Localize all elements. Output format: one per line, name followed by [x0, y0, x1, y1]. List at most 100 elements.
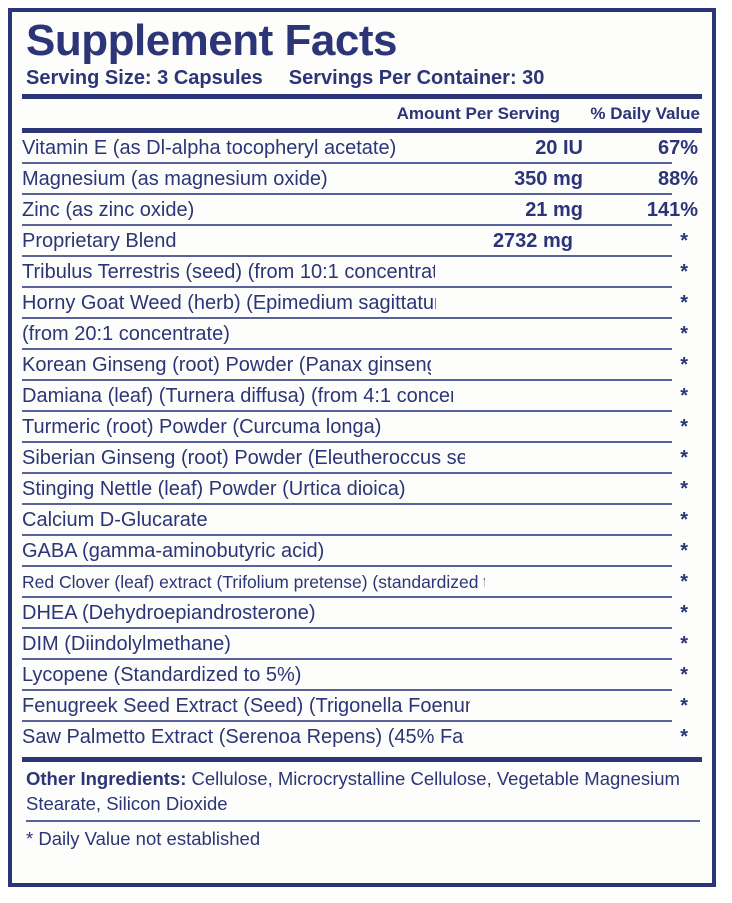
ingredient-name: Korean Ginseng (root) Powder (Panax gins…	[22, 354, 432, 376]
row-divider	[22, 503, 672, 505]
row-divider	[22, 317, 672, 319]
table-row: Turmeric (root) Powder (Curcuma longa) *	[22, 412, 702, 443]
ingredient-amount: 350 mg	[514, 168, 583, 190]
row-divider	[22, 255, 672, 257]
table-row: Vitamin E (as Dl-alpha tocopheryl acetat…	[22, 133, 702, 164]
serving-info: Serving Size: 3 Capsules Servings Per Co…	[26, 66, 702, 90]
table-row: Saw Palmetto Extract (Serenoa Repens) (4…	[22, 722, 702, 753]
amount-per-serving-header: Amount Per Serving	[396, 104, 560, 123]
ingredient-name: Magnesium (as magnesium oxide)	[22, 168, 328, 190]
table-row: Proprietary Blend 2732 mg *	[22, 226, 702, 257]
ingredient-name: Zinc (as zinc oxide)	[22, 199, 195, 221]
column-headers: Amount Per Serving % Daily Value	[22, 99, 702, 124]
ingredient-name: Vitamin E (as Dl-alpha tocopheryl acetat…	[22, 137, 397, 159]
ingredient-name: GABA (gamma-aminobutyric acid)	[22, 540, 325, 562]
ingredient-name: Damiana (leaf) (Turnera diffusa) (from 4…	[22, 385, 453, 407]
daily-value-asterisk: *	[680, 509, 688, 531]
other-ingredients-label: Other Ingredients:	[26, 768, 187, 789]
row-divider	[22, 410, 672, 412]
footer: Other Ingredients: Cellulose, Microcryst…	[22, 762, 702, 851]
ingredient-daily-value: 88%	[657, 168, 698, 190]
ingredient-daily-value: 141%	[646, 199, 698, 221]
table-row: Damiana (leaf) (Turnera diffusa) (from 4…	[22, 381, 702, 412]
daily-value-asterisk: *	[680, 354, 688, 376]
ingredient-name: Turmeric (root) Powder (Curcuma longa)	[22, 416, 382, 438]
daily-value-asterisk: *	[680, 385, 688, 407]
divider-table-top	[22, 128, 702, 133]
daily-value-asterisk: *	[680, 478, 688, 500]
daily-value-note: * Daily Value not established	[26, 828, 261, 849]
table-row: Zinc (as zinc oxide) 21 mg 141%	[22, 195, 702, 226]
table-row: (from 20:1 concentrate) *	[22, 319, 702, 350]
row-divider	[22, 565, 672, 567]
other-ingredients: Other Ingredients: Cellulose, Microcryst…	[26, 766, 700, 816]
divider-table-bottom	[22, 757, 702, 762]
daily-value-asterisk: *	[680, 540, 688, 562]
table-row: Lycopene (Standardized to 5%) *	[22, 660, 702, 691]
daily-value-asterisk: *	[680, 447, 688, 469]
daily-value-asterisk: *	[680, 602, 688, 624]
supplement-facts-panel: Supplement Facts Serving Size: 3 Capsule…	[8, 8, 716, 887]
ingredient-name: Calcium D-Glucarate	[22, 509, 208, 531]
daily-value-asterisk: *	[680, 292, 688, 314]
row-divider	[22, 658, 672, 660]
daily-value-asterisk: *	[680, 571, 688, 593]
daily-value-asterisk: *	[680, 261, 688, 283]
daily-value-asterisk: *	[680, 664, 688, 686]
table-row: Horny Goat Weed (herb) (Epimedium sagitt…	[22, 288, 702, 319]
ingredient-name: (from 20:1 concentrate)	[22, 323, 230, 345]
ingredient-name: Stinging Nettle (leaf) Powder (Urtica di…	[22, 478, 406, 500]
daily-value-header: % Daily Value	[590, 104, 700, 123]
ingredient-name: Tribulus Terrestris (seed) (from 10:1 co…	[22, 261, 436, 283]
daily-value-asterisk: *	[680, 416, 688, 438]
table-row: DHEA (Dehydroepiandrosterone) *	[22, 598, 702, 629]
row-divider	[22, 627, 672, 629]
ingredient-name: Siberian Ginseng (root) Powder (Eleuther…	[22, 447, 465, 469]
row-divider	[22, 472, 672, 474]
ingredient-name: DIM (Diindolylmethane)	[22, 633, 231, 655]
row-divider	[22, 720, 672, 722]
row-divider	[22, 224, 672, 226]
table-row: Fenugreek Seed Extract (Seed) (Trigonell…	[22, 691, 702, 722]
servings-per-container: Servings Per Container: 30	[288, 67, 545, 89]
ingredient-amount: 2732 mg	[492, 230, 573, 252]
row-divider	[22, 193, 672, 195]
table-row: GABA (gamma-aminobutyric acid) *	[22, 536, 702, 567]
nutrient-table: Vitamin E (as Dl-alpha tocopheryl acetat…	[22, 133, 702, 753]
serving-size: Serving Size: 3 Capsules	[26, 67, 263, 89]
row-divider	[22, 286, 672, 288]
ingredient-name: DHEA (Dehydroepiandrosterone)	[22, 602, 316, 624]
row-divider	[22, 689, 672, 691]
ingredient-name: Horny Goat Weed (herb) (Epimedium sagitt…	[22, 292, 436, 314]
ingredient-daily-value: 67%	[657, 137, 698, 159]
daily-value-asterisk: *	[680, 230, 688, 252]
ingredient-amount: 21 mg	[525, 199, 583, 221]
row-divider	[22, 441, 672, 443]
table-row: Tribulus Terrestris (seed) (from 10:1 co…	[22, 257, 702, 288]
ingredient-amount: 20 IU	[535, 137, 583, 159]
table-row: Magnesium (as magnesium oxide) 350 mg 88%	[22, 164, 702, 195]
row-divider	[22, 348, 672, 350]
ingredient-name: Lycopene (Standardized to 5%)	[22, 664, 302, 686]
table-row: DIM (Diindolylmethane) *	[22, 629, 702, 660]
table-row: Korean Ginseng (root) Powder (Panax gins…	[22, 350, 702, 381]
table-row: Calcium D-Glucarate *	[22, 505, 702, 536]
row-divider	[22, 596, 672, 598]
daily-value-asterisk: *	[680, 633, 688, 655]
daily-value-asterisk: *	[680, 695, 688, 717]
table-row: Red Clover (leaf) extract (Trifolium pre…	[22, 567, 702, 598]
ingredient-name: Proprietary Blend	[22, 230, 177, 252]
ingredient-name: Saw Palmetto Extract (Serenoa Repens) (4…	[22, 726, 464, 748]
daily-value-asterisk: *	[680, 323, 688, 345]
row-divider	[22, 162, 672, 164]
ingredient-name: Red Clover (leaf) extract (Trifolium pre…	[22, 572, 485, 592]
table-row: Stinging Nettle (leaf) Powder (Urtica di…	[22, 474, 702, 505]
page-title: Supplement Facts	[26, 16, 397, 65]
daily-value-asterisk: *	[680, 726, 688, 748]
table-row: Siberian Ginseng (root) Powder (Eleuther…	[22, 443, 702, 474]
divider-footer	[26, 820, 700, 822]
divider-header	[22, 94, 702, 99]
ingredient-name: Fenugreek Seed Extract (Seed) (Trigonell…	[22, 695, 470, 717]
row-divider	[22, 379, 672, 381]
other-ingredients-text: Cellulose, Microcrystalline Cellulose, V…	[26, 768, 680, 814]
